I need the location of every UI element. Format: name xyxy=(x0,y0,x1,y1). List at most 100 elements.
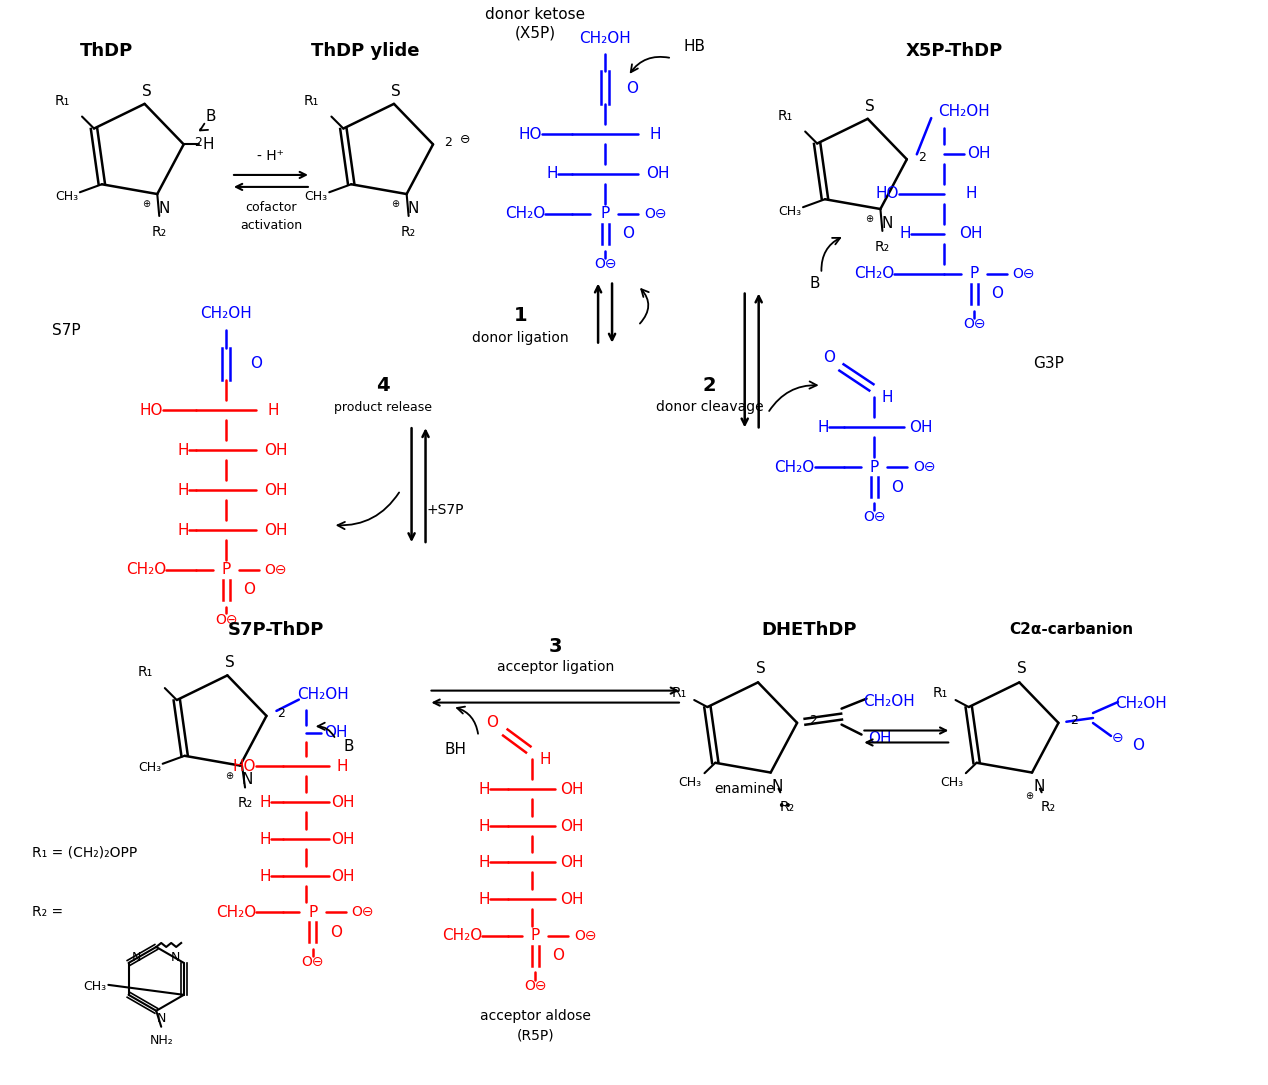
Text: acceptor aldose: acceptor aldose xyxy=(479,1009,591,1023)
Text: H: H xyxy=(178,443,189,458)
Text: ⊕: ⊕ xyxy=(392,200,399,209)
Text: O: O xyxy=(552,948,564,963)
Text: H: H xyxy=(479,855,491,870)
Text: CH₂O: CH₂O xyxy=(505,206,545,221)
Text: ThDP ylide: ThDP ylide xyxy=(312,42,420,61)
Text: P: P xyxy=(601,206,610,221)
Text: 2: 2 xyxy=(444,136,451,149)
Text: OH: OH xyxy=(325,725,347,740)
Text: O⊖: O⊖ xyxy=(913,460,936,474)
Text: H: H xyxy=(479,892,491,907)
Text: OH: OH xyxy=(264,523,288,537)
Text: ⊖: ⊖ xyxy=(459,133,470,146)
Text: H: H xyxy=(268,403,279,418)
Text: ⊕: ⊕ xyxy=(224,771,233,781)
Text: activation: activation xyxy=(240,219,302,232)
Text: CH₃: CH₃ xyxy=(304,190,328,203)
Text: S: S xyxy=(142,84,152,99)
Text: OH: OH xyxy=(331,869,355,883)
Text: CH₃: CH₃ xyxy=(82,981,107,994)
Text: N: N xyxy=(1033,779,1045,794)
Text: ⊕: ⊕ xyxy=(865,215,874,225)
Text: HB: HB xyxy=(683,39,706,54)
Text: N: N xyxy=(132,952,141,965)
Text: O: O xyxy=(891,480,903,495)
Text: ⊕: ⊕ xyxy=(142,200,151,209)
Text: N: N xyxy=(158,201,170,216)
Text: R₁: R₁ xyxy=(304,93,320,107)
Text: HO: HO xyxy=(232,758,256,774)
Text: H: H xyxy=(203,137,214,152)
Text: H: H xyxy=(479,819,491,833)
Text: O⊖: O⊖ xyxy=(265,563,287,577)
Text: O⊖: O⊖ xyxy=(574,929,596,943)
Text: O⊖: O⊖ xyxy=(351,905,374,919)
Text: R₁: R₁ xyxy=(672,686,687,700)
Text: ••: •• xyxy=(777,800,792,813)
Text: H: H xyxy=(649,127,661,141)
Text: H: H xyxy=(539,752,552,767)
Text: N: N xyxy=(241,773,252,788)
Text: H: H xyxy=(818,420,829,435)
Text: CH₂OH: CH₂OH xyxy=(579,30,631,46)
Text: CH₃: CH₃ xyxy=(779,205,801,218)
Text: R₂: R₂ xyxy=(237,796,252,810)
Text: 2: 2 xyxy=(1070,714,1078,727)
Text: donor ligation: donor ligation xyxy=(472,331,568,345)
Text: H: H xyxy=(479,782,491,796)
Text: OH: OH xyxy=(560,819,583,833)
Text: +S7P: +S7P xyxy=(427,503,464,518)
Text: CH₂OH: CH₂OH xyxy=(200,306,252,321)
Text: O: O xyxy=(330,924,342,940)
Text: HO: HO xyxy=(876,187,899,202)
Text: HO: HO xyxy=(519,127,543,141)
Text: H: H xyxy=(881,390,893,405)
Text: OH: OH xyxy=(331,832,355,846)
Text: H: H xyxy=(260,795,271,809)
Text: 2: 2 xyxy=(918,151,926,164)
Text: OH: OH xyxy=(264,443,288,458)
Text: CH₃: CH₃ xyxy=(940,776,962,789)
Text: R₂: R₂ xyxy=(401,225,416,239)
Text: CH₂OH: CH₂OH xyxy=(938,103,990,118)
Text: 2: 2 xyxy=(194,136,203,149)
Text: 2: 2 xyxy=(278,707,285,720)
Text: S7P: S7P xyxy=(52,323,81,339)
Text: O: O xyxy=(243,583,255,598)
Text: CH₂O: CH₂O xyxy=(443,929,482,944)
Text: O: O xyxy=(626,80,638,95)
Text: H: H xyxy=(260,869,271,883)
Text: N: N xyxy=(156,1012,166,1025)
Text: O⊖: O⊖ xyxy=(524,979,547,993)
Text: enamine: enamine xyxy=(714,782,775,796)
Text: P: P xyxy=(308,905,317,920)
Text: S: S xyxy=(224,655,235,671)
Text: OH: OH xyxy=(967,146,990,162)
Text: H: H xyxy=(337,758,349,774)
Text: 2: 2 xyxy=(702,375,716,395)
Text: NH₂: NH₂ xyxy=(150,1034,174,1047)
Text: H: H xyxy=(547,166,558,181)
Text: 4: 4 xyxy=(375,375,389,395)
Text: B: B xyxy=(205,108,217,124)
Text: R₂: R₂ xyxy=(152,225,167,239)
Text: P: P xyxy=(530,929,540,944)
Text: H: H xyxy=(178,523,189,537)
Text: OH: OH xyxy=(264,483,288,498)
Text: S: S xyxy=(1017,661,1027,676)
Text: (X5P): (X5P) xyxy=(515,26,555,41)
Text: CH₃: CH₃ xyxy=(138,762,161,775)
Text: R₁ = (CH₂)₂OPP: R₁ = (CH₂)₂OPP xyxy=(32,845,137,859)
Text: OH: OH xyxy=(560,855,583,870)
Text: OH: OH xyxy=(560,892,583,907)
Text: N: N xyxy=(408,201,420,216)
Text: R₂: R₂ xyxy=(1041,800,1056,814)
Text: O: O xyxy=(823,350,836,365)
Text: ⊕: ⊕ xyxy=(1025,791,1033,801)
Text: CH₃: CH₃ xyxy=(56,190,79,203)
Text: O⊖: O⊖ xyxy=(1013,267,1035,281)
Text: donor ketose: donor ketose xyxy=(486,7,586,22)
Text: O: O xyxy=(250,356,262,371)
Text: product release: product release xyxy=(333,400,431,413)
Text: HO: HO xyxy=(139,403,164,418)
